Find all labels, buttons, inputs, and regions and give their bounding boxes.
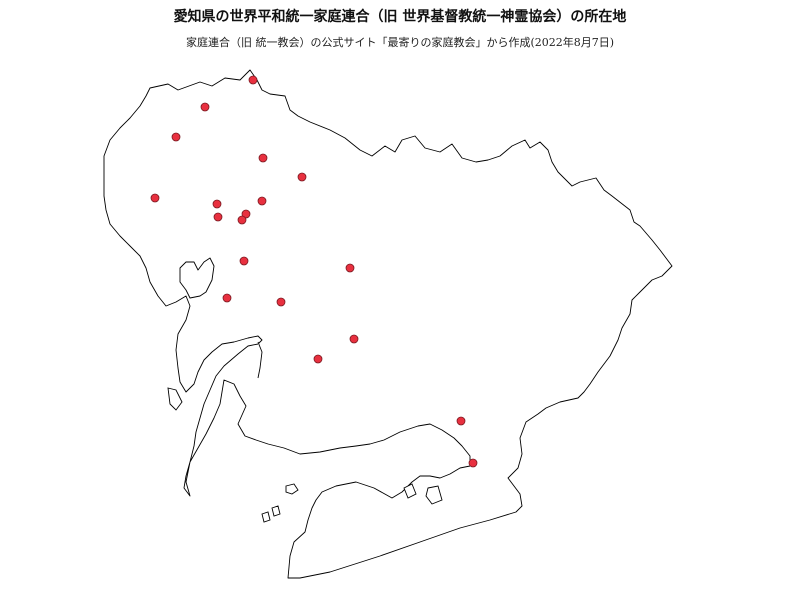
map-title: 愛知県の世界平和統一家庭連合（旧 世界基督教統一神霊協会）の所在地 bbox=[173, 9, 627, 25]
church-location-marker bbox=[345, 263, 355, 273]
church-location-marker bbox=[241, 209, 251, 219]
island-3 bbox=[271, 505, 281, 517]
church-location-marker bbox=[212, 199, 222, 209]
church-location-marker bbox=[213, 212, 223, 222]
island-1 bbox=[167, 387, 183, 411]
church-location-marker bbox=[248, 75, 258, 85]
church-location-marker bbox=[150, 193, 160, 203]
island-5 bbox=[425, 485, 443, 505]
island-2 bbox=[285, 483, 299, 495]
church-location-marker bbox=[349, 334, 359, 344]
church-location-marker bbox=[276, 297, 286, 307]
island-6 bbox=[403, 483, 417, 499]
church-location-marker bbox=[258, 153, 268, 163]
church-location-marker bbox=[456, 416, 466, 426]
chita-bay-line bbox=[257, 341, 263, 379]
map-subtitle: 家庭連合（旧 統一教会）の公式サイト「最寄りの家庭教会」から作成(2022年8月… bbox=[185, 36, 615, 49]
church-markers bbox=[150, 75, 478, 468]
church-location-marker bbox=[313, 354, 323, 364]
church-location-marker bbox=[297, 172, 307, 182]
church-location-marker bbox=[468, 458, 478, 468]
church-location-marker bbox=[237, 215, 247, 225]
church-location-marker bbox=[257, 196, 267, 206]
church-location-marker bbox=[200, 102, 210, 112]
prefecture-outline bbox=[103, 69, 673, 579]
church-location-marker bbox=[171, 132, 181, 142]
church-location-marker bbox=[222, 293, 232, 303]
nagoya-port-outline bbox=[179, 257, 215, 299]
church-location-marker bbox=[239, 256, 249, 266]
island-4 bbox=[261, 511, 271, 523]
